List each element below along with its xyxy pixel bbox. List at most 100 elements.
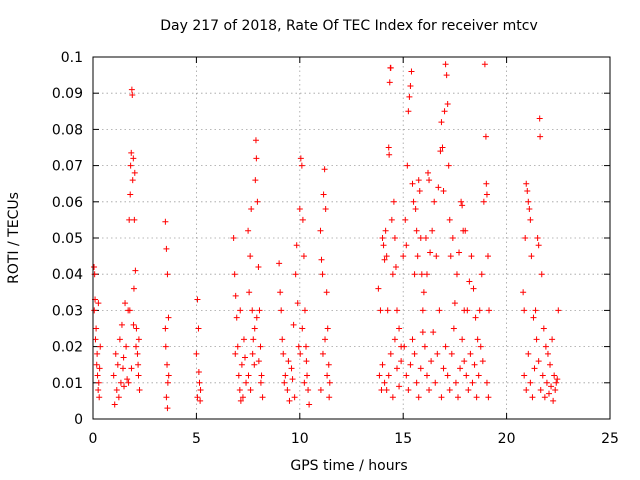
data-point [404, 162, 411, 169]
x-tick-label: 0 [89, 431, 98, 447]
data-point [122, 300, 129, 307]
data-point [113, 387, 120, 394]
y-tick-label: 0.04 [52, 267, 83, 283]
data-point [438, 394, 445, 401]
data-point [129, 92, 136, 99]
data-point [245, 372, 252, 379]
data-point [284, 387, 291, 394]
data-point [481, 61, 488, 68]
plot-area-frame [92, 56, 611, 420]
data-point [403, 242, 410, 249]
data-point [111, 401, 118, 408]
data-point [553, 379, 560, 386]
data-point [540, 325, 547, 332]
data-point [239, 394, 246, 401]
data-point [550, 397, 557, 404]
data-point [323, 289, 330, 296]
data-point [411, 350, 418, 357]
data-point [96, 365, 103, 372]
data-point [396, 325, 403, 332]
data-point [165, 372, 172, 379]
data-point [97, 343, 104, 350]
data-point [91, 307, 98, 314]
data-point [526, 206, 533, 213]
data-point [422, 235, 429, 241]
data-point [431, 198, 438, 205]
x-tick-label: 20 [498, 431, 516, 447]
data-point [531, 365, 538, 372]
data-point [412, 206, 419, 213]
data-point [231, 271, 238, 278]
data-point [521, 307, 528, 314]
data-point [299, 216, 306, 223]
data-point [116, 336, 123, 343]
data-point [417, 365, 424, 372]
data-point [416, 187, 423, 194]
data-point [476, 307, 483, 314]
data-point [485, 394, 492, 401]
data-point [483, 180, 490, 187]
data-point [132, 267, 139, 274]
data-point [281, 379, 288, 386]
data-point [163, 394, 170, 401]
x-axis-label: GPS time / hours [290, 458, 407, 474]
data-point [162, 325, 169, 332]
data-point [299, 325, 306, 332]
data-point [555, 307, 562, 314]
data-point [133, 325, 140, 332]
data-point [450, 325, 457, 332]
data-point [535, 242, 542, 249]
data-point [377, 307, 384, 314]
data-point [240, 336, 247, 343]
data-point [523, 387, 530, 394]
data-point [463, 372, 470, 379]
data-point [461, 358, 468, 365]
data-point [297, 350, 304, 357]
data-point [407, 82, 414, 89]
data-point [300, 253, 307, 260]
data-point [551, 372, 558, 379]
data-point [542, 343, 549, 350]
data-point [251, 361, 258, 368]
data-point [95, 379, 102, 386]
data-point [446, 216, 453, 223]
data-point [446, 387, 453, 394]
data-point [126, 307, 133, 314]
data-point [525, 198, 532, 205]
x-tick-label: 10 [291, 431, 309, 447]
data-point [473, 394, 480, 401]
data-point [247, 387, 254, 394]
data-point [409, 180, 416, 187]
data-point [232, 292, 239, 299]
data-point [257, 379, 264, 386]
y-tick-label: 0.02 [52, 340, 83, 356]
data-point [527, 216, 534, 223]
data-point [523, 180, 530, 187]
data-point [527, 379, 534, 386]
data-point [304, 372, 311, 379]
data-point [322, 336, 329, 343]
data-point [317, 227, 324, 234]
data-point [195, 325, 202, 332]
data-point [482, 133, 489, 140]
data-point [252, 177, 259, 184]
data-point [253, 314, 260, 321]
data-point [303, 358, 310, 365]
data-point [163, 245, 170, 252]
data-point [486, 307, 493, 314]
data-point [388, 216, 395, 223]
data-point [533, 336, 540, 343]
data-point [251, 325, 258, 332]
data-point [538, 271, 545, 278]
data-point [402, 216, 409, 223]
data-point [386, 79, 393, 86]
data-point [444, 101, 451, 108]
data-point [444, 372, 451, 379]
data-point [543, 379, 550, 386]
data-point [386, 151, 393, 158]
data-point [391, 235, 398, 241]
data-point [195, 368, 202, 375]
data-point [472, 314, 479, 321]
data-point [258, 372, 265, 379]
data-point [470, 285, 477, 292]
